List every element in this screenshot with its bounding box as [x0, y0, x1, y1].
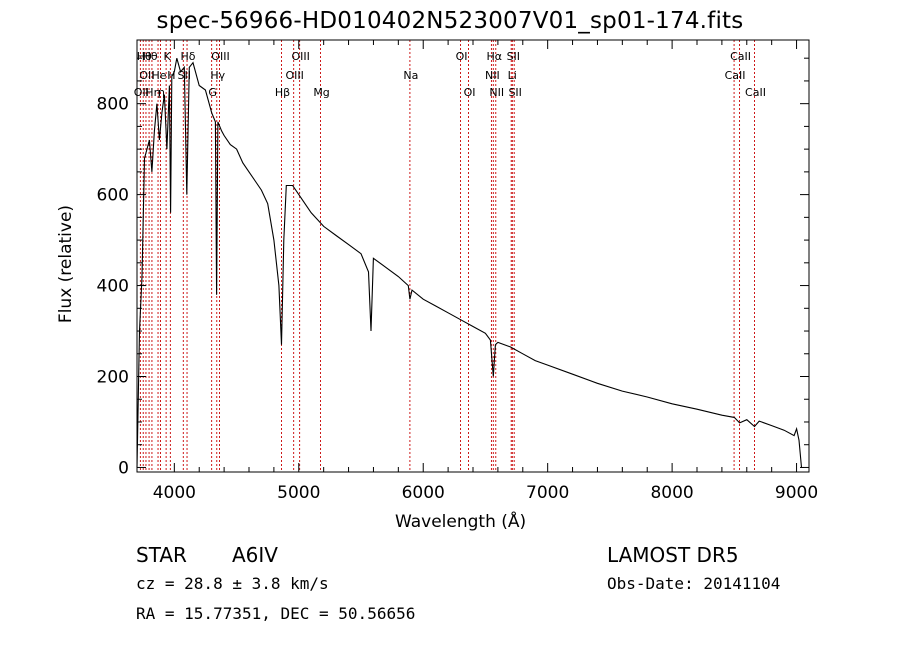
spectral-line-markers [139, 40, 755, 472]
line-label-18: Na [403, 69, 418, 82]
line-label-10: Hδ [181, 50, 196, 63]
x-tick-label-2: 6000 [402, 483, 445, 503]
object-class: STAR [136, 543, 187, 567]
line-label-29: CaII [745, 86, 766, 99]
y-axis-ticks: 0 200 400 600 800 [97, 57, 809, 478]
x-tick-label-0: 4000 [153, 483, 196, 503]
line-label-5: He [152, 69, 167, 82]
line-label-16: OIII [291, 50, 309, 63]
x-tick-label-5: 9000 [775, 483, 818, 503]
line-label-7: K [164, 50, 172, 63]
y-tick-label-2: 400 [97, 277, 129, 297]
line-label-19: OI [456, 50, 468, 63]
line-label-2: OII [139, 69, 154, 82]
observation-date: Obs-Date: 20141104 [607, 574, 781, 593]
coordinates: RA = 15.77351, DEC = 50.56656 [136, 604, 416, 623]
line-label-21: NII [485, 69, 500, 82]
line-label-27: CaII [725, 69, 746, 82]
line-label-11: G [208, 86, 217, 99]
x-tick-label-3: 7000 [526, 483, 569, 503]
line-label-12: Hγ [210, 69, 225, 82]
line-label-28: CaII [730, 50, 751, 63]
y-axis-label: Flux (relative) [56, 204, 76, 324]
line-label-14: Hβ [275, 86, 290, 99]
line-label-13: OIII [211, 50, 229, 63]
y-tick-label-1: 200 [97, 368, 129, 388]
line-label-17: Mg [313, 86, 329, 99]
plot-frame [136, 39, 810, 473]
line-label-22: Hα [487, 50, 503, 63]
line-label-4: Hη [145, 86, 160, 99]
line-label-24: Li [508, 69, 517, 82]
line-label-0: OII [134, 86, 149, 99]
x-axis-ticks: 4000 5000 6000 7000 8000 9000 [153, 40, 818, 503]
line-label-26: SII [508, 86, 521, 99]
survey-name: LAMOST DR5 [607, 543, 739, 567]
x-tick-label-1: 5000 [277, 483, 320, 503]
x-axis-label: Wavelength (Å) [395, 512, 527, 532]
redshift-cz: cz = 28.8 ± 3.8 km/s [136, 574, 329, 593]
x-tick-label-4: 8000 [650, 483, 693, 503]
y-tick-label-0: 0 [118, 458, 129, 478]
object-subclass: A6IV [232, 543, 278, 567]
line-label-15: OIII [285, 69, 303, 82]
line-label-8: H [167, 69, 175, 82]
chart-title: spec-56966-HD010402N523007V01_sp01-174.f… [156, 8, 744, 34]
spectral-line-labels: OII Hθ OII Hθ Hη He η KH SII Hδ G Hγ OIII Hβ OIII OIII M… [134, 50, 766, 99]
y-tick-label-4: 800 [97, 95, 129, 115]
line-label-6: η [158, 86, 165, 99]
line-label-1: Hθ [137, 50, 152, 63]
line-label-25: SII [507, 50, 520, 63]
spectrum-line [136, 58, 804, 469]
line-label-3: Hθ [143, 50, 158, 63]
line-label-23: NII [489, 86, 504, 99]
y-tick-label-3: 600 [97, 186, 129, 206]
line-label-20: OI [464, 86, 476, 99]
